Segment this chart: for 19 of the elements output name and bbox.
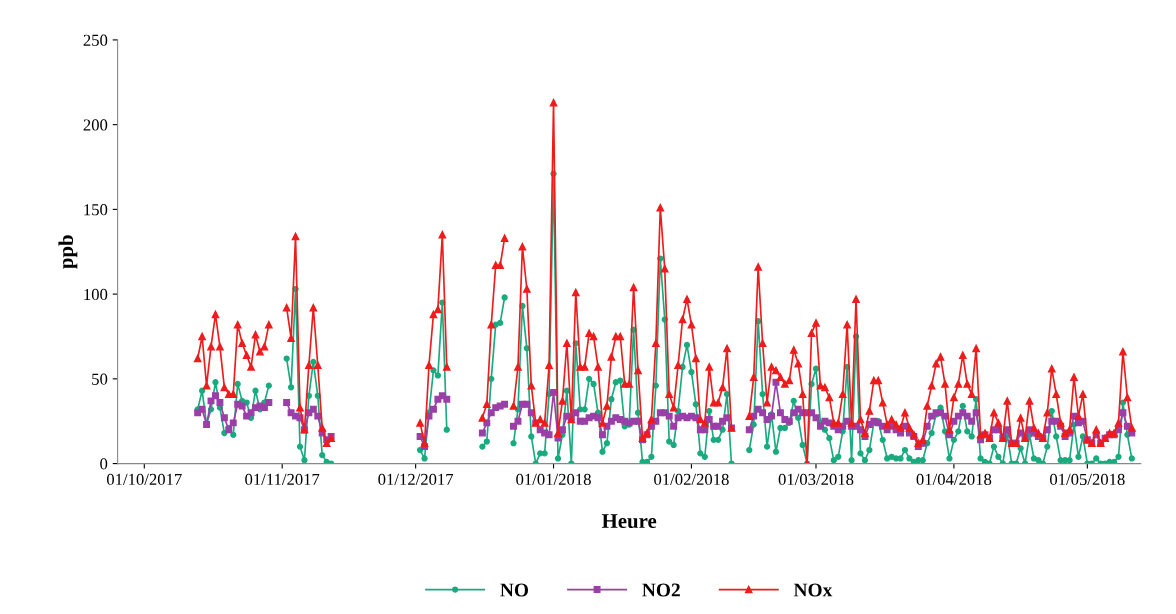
x-tick-label: 01/04/2018 [916, 473, 992, 486]
x-axis-title: Heure [601, 514, 657, 529]
y-tick-label: 100 [84, 288, 108, 301]
x-tick-label: 01/02/2018 [654, 473, 729, 486]
legend-label: NOx [793, 583, 833, 597]
legend-label: NO2 [642, 583, 680, 597]
y-axis-title: ppb [58, 235, 78, 269]
x-tick-label: 01/10/2017 [106, 473, 182, 486]
x-tick-label: 01/01/2018 [516, 473, 591, 486]
legend-label: NO [500, 583, 529, 597]
y-tick-label: 150 [84, 204, 108, 216]
y-tick-label: 250 [83, 34, 108, 46]
x-tick-label: 01/11/2017 [245, 473, 320, 486]
y-tick-label: 0 [100, 458, 108, 470]
y-tick-label: 50 [92, 373, 108, 385]
x-tick-label: 01/05/2018 [1050, 473, 1125, 486]
y-tick-label: 200 [83, 119, 108, 131]
x-tick-label: 01/03/2018 [778, 473, 854, 486]
x-tick-label: 01/12/2017 [378, 473, 454, 486]
